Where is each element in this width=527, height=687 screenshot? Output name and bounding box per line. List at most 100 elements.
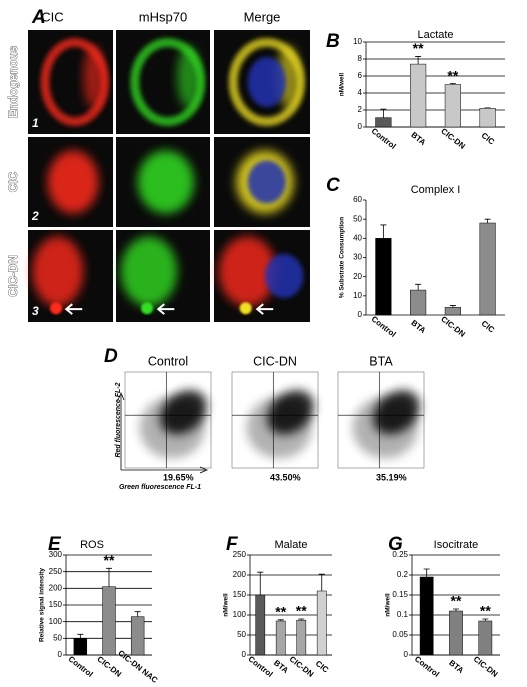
quadrant-percent: 35.19%: [376, 472, 407, 482]
cell-signal: [236, 150, 294, 214]
bar: [449, 610, 463, 656]
x-tick-label: Control: [247, 654, 275, 679]
error-bar: [257, 571, 264, 595]
x-tick-label: CIC-DN: [95, 655, 123, 679]
significance: **: [480, 603, 491, 619]
axis-arrow: [117, 391, 125, 470]
y-tick-label: 250: [49, 567, 63, 576]
event-haze: [246, 396, 312, 459]
panel-letter: C: [326, 175, 340, 196]
y-tick-label: 200: [233, 570, 247, 579]
y-tick-label: 150: [233, 590, 247, 599]
y-axis-label: nM/well: [339, 73, 346, 97]
cell-signal: [47, 150, 99, 214]
cell-lobe: [83, 45, 104, 108]
cell-blob: [32, 236, 84, 307]
bar: [419, 576, 434, 656]
error-bar: [415, 56, 422, 65]
nucleus: [264, 253, 304, 299]
bar: [479, 222, 496, 316]
y-tick-label: 50: [53, 633, 62, 642]
bar: [410, 289, 427, 316]
x-tick-label: BTA: [447, 658, 465, 675]
column-title: mHsp70: [139, 9, 187, 24]
cell-signal: [228, 37, 305, 127]
plot-title: BTA: [369, 354, 393, 368]
cell-signal: [120, 236, 178, 315]
error-bar: [134, 611, 141, 617]
x-tick-label: CIC: [480, 131, 497, 147]
y-axis-label: nM/well: [385, 593, 392, 617]
row-number: 1: [32, 116, 39, 130]
axis-label: Red fluorescence FL-2: [115, 382, 122, 457]
chart-title: Isocitrate: [434, 539, 479, 551]
x-tick-label: CIC-DN: [288, 655, 316, 679]
x-tick-label: CIC-DN: [439, 315, 467, 339]
x-tick-label: CIC: [480, 319, 497, 335]
y-tick-label: 60: [353, 195, 362, 204]
arrow: [255, 303, 274, 315]
y-tick-label: 0: [358, 122, 363, 131]
x-tick-label: Control: [67, 654, 95, 679]
cell-ring: [40, 37, 109, 127]
cell-signal: [130, 37, 206, 127]
error-bar: [453, 608, 459, 611]
cell-signal: [32, 236, 84, 315]
event-haze: [139, 396, 205, 459]
y-tick-label: 0.25: [392, 550, 408, 559]
y-tick-label: 50: [237, 630, 246, 639]
bar: [130, 616, 145, 656]
y-tick-label: 0: [404, 650, 409, 659]
bar: [444, 84, 461, 128]
y-tick-label: 40: [353, 233, 362, 242]
plot-title: Control: [148, 354, 188, 368]
error-bar: [380, 224, 387, 239]
row-label: CIC-DN: [6, 255, 20, 297]
significance: **: [413, 40, 424, 56]
panel-letter: D: [104, 346, 118, 367]
cell-spot: [50, 302, 63, 315]
error-bar: [482, 618, 489, 621]
row-number: 3: [32, 304, 39, 318]
row-number: 2: [31, 209, 39, 223]
cell-blob: [137, 150, 195, 214]
error-bar: [106, 567, 112, 587]
y-tick-label: 300: [49, 550, 63, 559]
bar: [375, 238, 392, 316]
error-bar: [318, 573, 325, 591]
y-tick-label: 4: [358, 88, 363, 97]
arrow: [156, 303, 175, 315]
cell-spot: [141, 302, 154, 315]
arrow: [64, 303, 83, 315]
bar: [375, 117, 392, 128]
error-bar: [277, 619, 284, 621]
significance: **: [447, 67, 458, 83]
row-label: CIC: [6, 171, 20, 192]
plot-title: CIC-DN: [253, 354, 297, 368]
column-title: CIC: [41, 9, 63, 24]
x-tick-label: BTA: [409, 130, 427, 147]
y-tick-label: 200: [49, 583, 63, 592]
x-tick-label: CIC-DN: [439, 127, 467, 151]
bar: [73, 638, 88, 656]
error-bar: [77, 633, 84, 639]
y-tick-label: 0: [242, 650, 247, 659]
panel-letter: F: [226, 534, 239, 555]
cell-ring: [228, 37, 305, 127]
x-tick-label: Control: [413, 654, 441, 679]
y-tick-label: 20: [353, 272, 362, 281]
significance: **: [296, 603, 307, 619]
cell-blob: [47, 150, 99, 214]
quadrant-percent: 19.65%: [163, 472, 194, 482]
column-title: Merge: [244, 9, 281, 24]
significance: **: [275, 604, 286, 620]
y-tick-label: 0.15: [392, 590, 408, 599]
y-axis-label: Relative signal intensity: [39, 568, 46, 642]
chart-title: Complex I: [411, 184, 461, 196]
y-tick-label: 2: [358, 105, 363, 114]
chart-title: ROS: [80, 539, 104, 551]
bar: [444, 307, 461, 316]
nucleus: [247, 57, 286, 107]
y-tick-label: 100: [49, 617, 63, 626]
bar: [478, 620, 493, 656]
